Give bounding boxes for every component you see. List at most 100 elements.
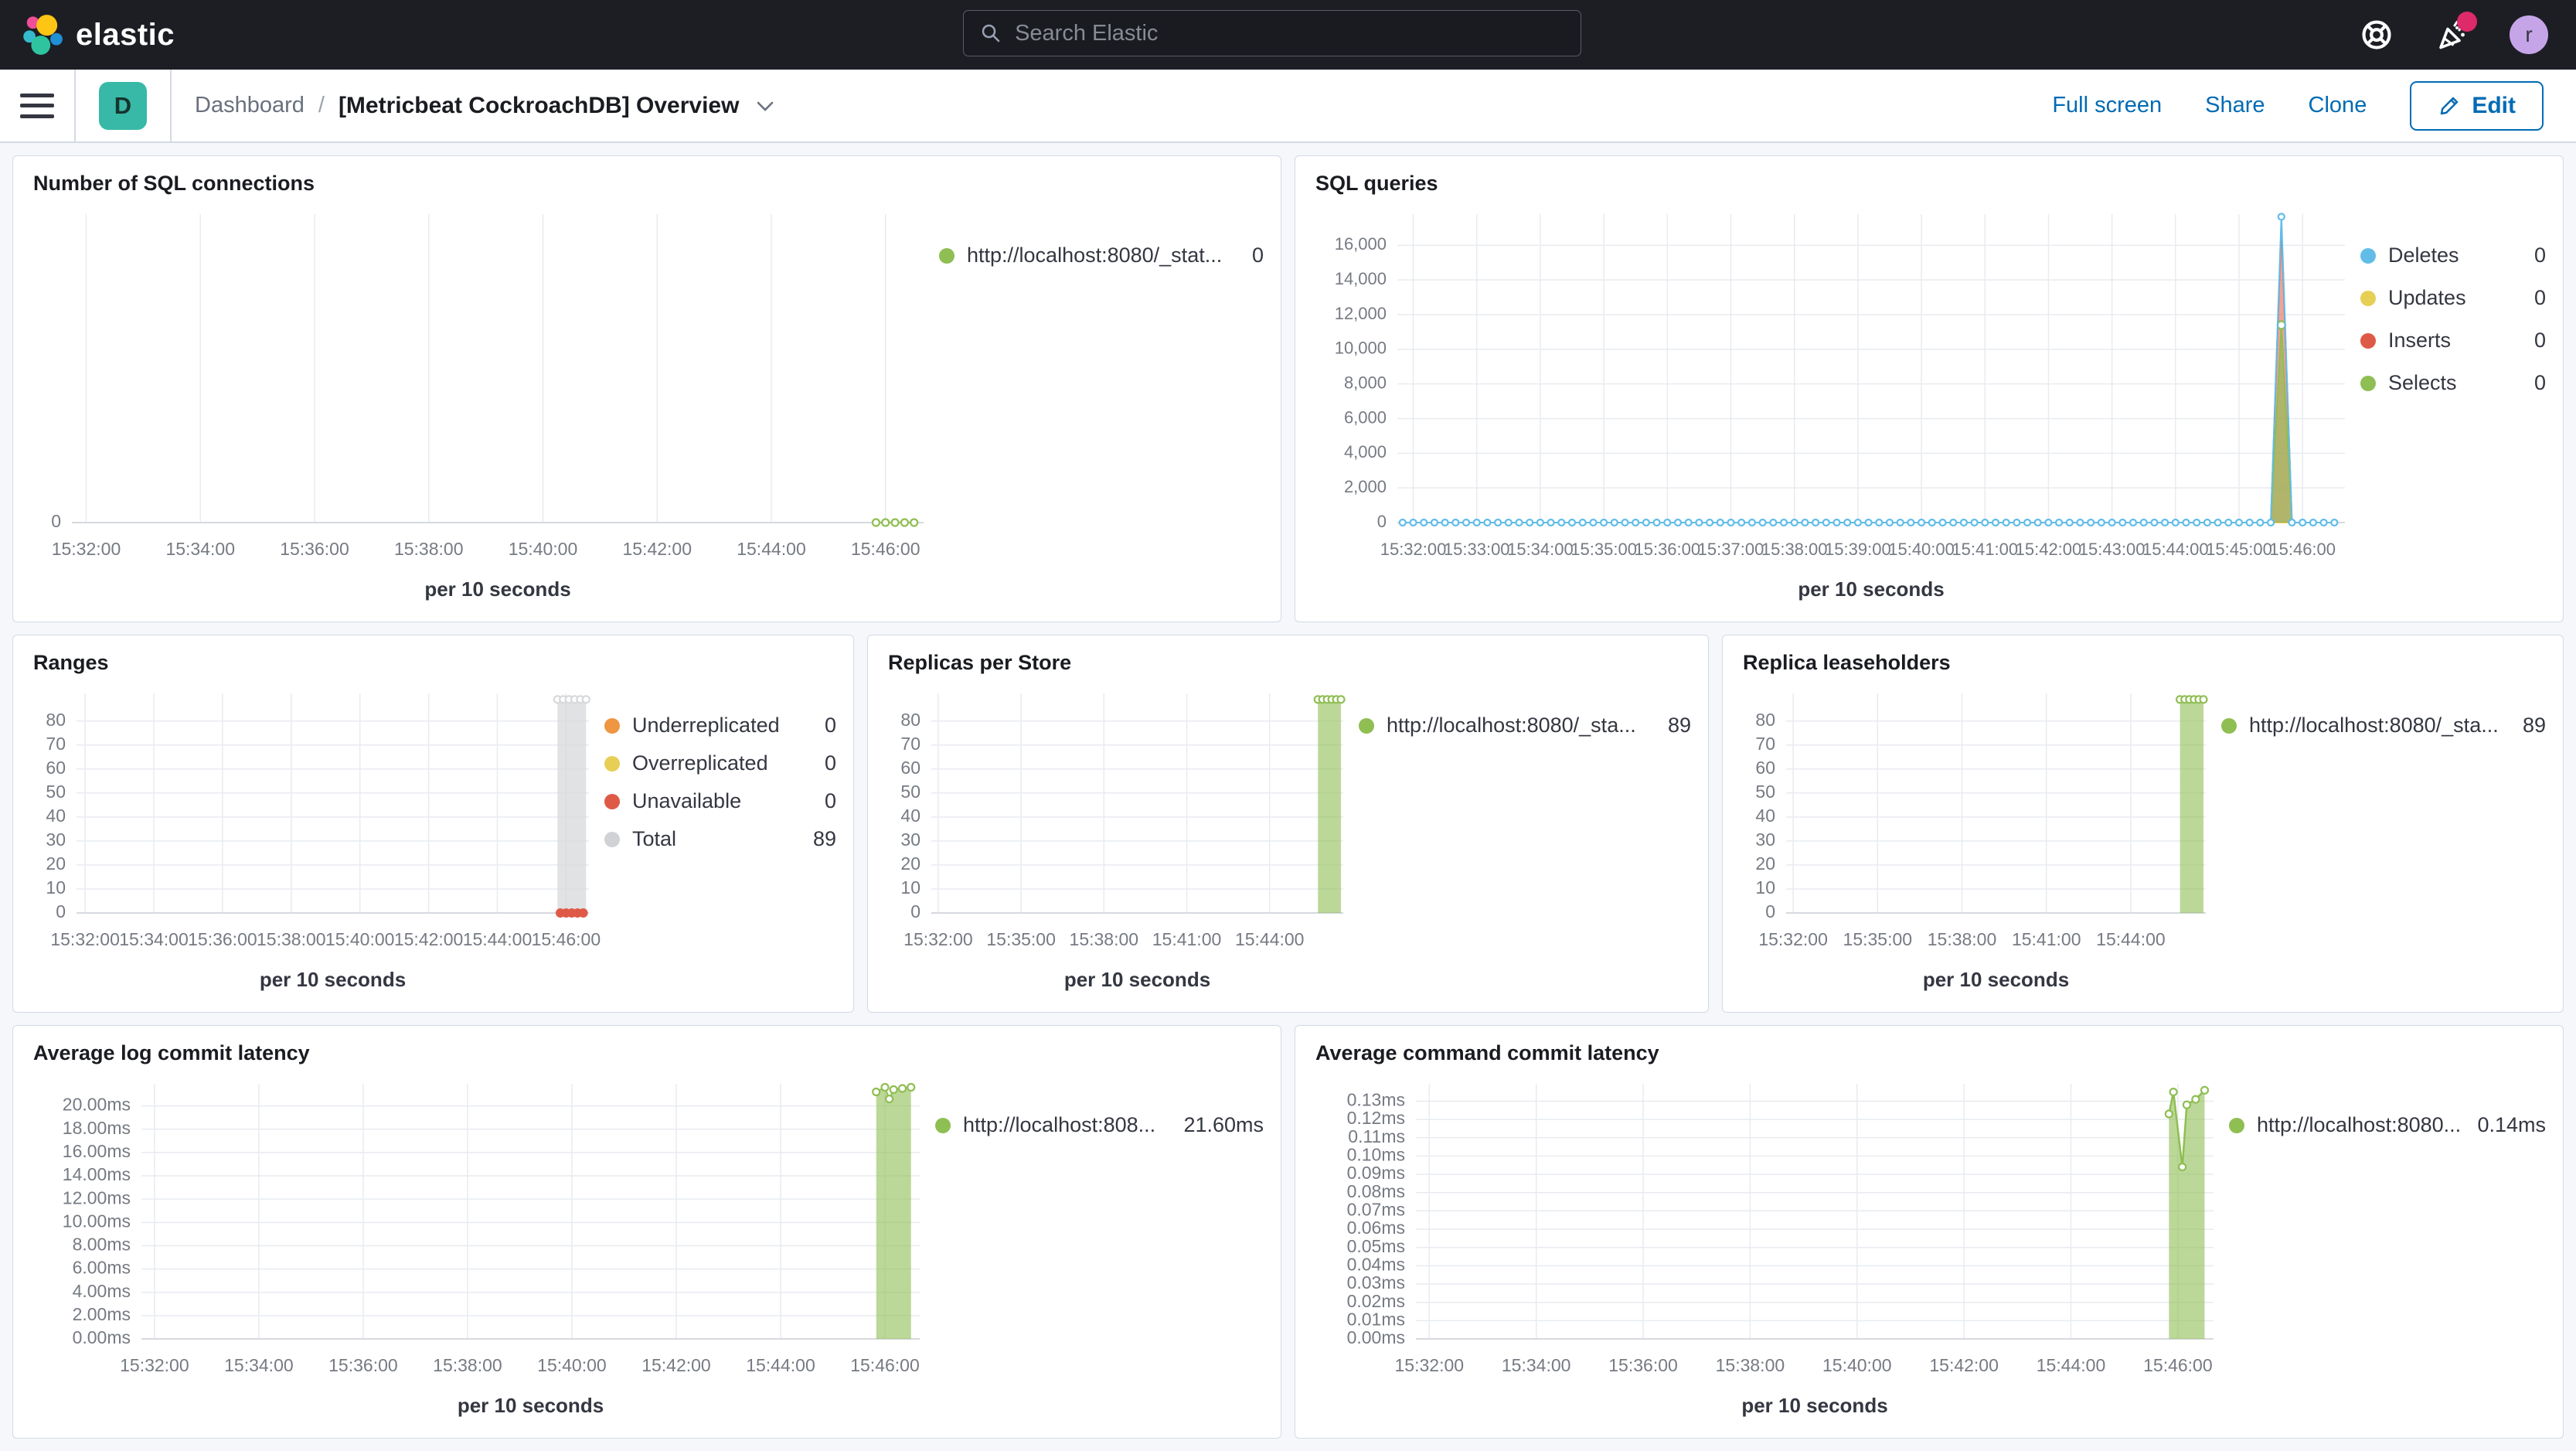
- legend-label: http://localhost:8080/_sta...: [2249, 714, 2499, 737]
- legend-item[interactable]: Inserts 0: [2360, 329, 2546, 353]
- legend-value: 89: [2522, 714, 2546, 737]
- news-button[interactable]: [2434, 12, 2477, 53]
- legend-item[interactable]: Total 89: [604, 827, 836, 851]
- breadcrumb-dashboard-link[interactable]: Dashboard: [195, 93, 305, 118]
- legend-dot: [604, 793, 620, 809]
- svg-text:10: 10: [900, 877, 920, 898]
- legend-item[interactable]: Selects 0: [2360, 371, 2546, 395]
- edit-button[interactable]: Edit: [2410, 80, 2544, 131]
- help-button[interactable]: [2358, 16, 2395, 53]
- svg-text:15:42:00: 15:42:00: [394, 929, 464, 949]
- svg-text:6,000: 6,000: [1344, 407, 1387, 427]
- chart-replica-leaseholders[interactable]: 0 10 20 30 40 50 60 70 80 15:32:00 15:35:00 15:38:0…: [1734, 678, 2221, 1004]
- legend-item[interactable]: http://localhost:8080/_sta... 89: [2221, 714, 2546, 737]
- svg-text:30: 30: [1755, 829, 1775, 850]
- svg-text:15:38:00: 15:38:00: [1761, 540, 1828, 559]
- svg-text:8,000: 8,000: [1344, 373, 1387, 392]
- notification-dot: [2457, 12, 2477, 32]
- party-popper-icon: [2439, 21, 2469, 49]
- legend-dot: [604, 755, 620, 771]
- full-screen-button[interactable]: Full screen: [2052, 93, 2163, 118]
- legend-dot: [2221, 717, 2237, 734]
- legend-item[interactable]: Updates 0: [2360, 286, 2546, 310]
- svg-text:0: 0: [910, 901, 920, 921]
- svg-text:15:44:00: 15:44:00: [2037, 1355, 2106, 1375]
- panel-title: Average command commit latency: [1315, 1041, 1659, 1064]
- dashboard-grid: Number of SQL connections 0 15:32:00 15:34…: [0, 143, 2576, 1451]
- svg-text:15:46:00: 15:46:00: [851, 539, 920, 559]
- legend-label: http://localhost:8080/_stat...: [967, 244, 1223, 267]
- chart-avg-log-commit-latency[interactable]: 0.00ms 2.00ms 4.00ms 6.00ms 8.00ms 10.00ms 12.…: [24, 1068, 935, 1430]
- svg-text:18.00ms: 18.00ms: [63, 1118, 131, 1138]
- elastic-logo[interactable]: elastic: [22, 14, 175, 56]
- search-icon: [982, 24, 1000, 43]
- svg-text:0.10ms: 0.10ms: [1347, 1145, 1405, 1165]
- legend-item[interactable]: Underreplicated 0: [604, 714, 836, 737]
- legend-label: Deletes: [2388, 244, 2459, 267]
- svg-text:15:40:00: 15:40:00: [509, 539, 578, 559]
- global-search[interactable]: [963, 10, 1581, 56]
- svg-text:4,000: 4,000: [1344, 442, 1387, 462]
- panel-title: Average log commit latency: [33, 1041, 310, 1064]
- legend-dot: [1359, 717, 1374, 734]
- user-avatar[interactable]: r: [2510, 15, 2548, 54]
- menu-button[interactable]: [20, 93, 54, 118]
- chart-sql-connections[interactable]: 0 15:32:00 15:34:00 15:36:00 15:38:00 15:40:0…: [24, 199, 939, 614]
- breadcrumb-bar: D Dashboard / [Metricbeat CockroachDB] O…: [0, 69, 2576, 143]
- svg-text:12,000: 12,000: [1335, 304, 1387, 323]
- svg-text:16,000: 16,000: [1335, 234, 1387, 254]
- dashboard-app-badge[interactable]: D: [99, 81, 147, 130]
- svg-text:80: 80: [46, 710, 66, 730]
- clone-button[interactable]: Clone: [2308, 93, 2367, 118]
- legend-item[interactable]: Unavailable 0: [604, 789, 836, 813]
- svg-text:0.02ms: 0.02ms: [1347, 1291, 1405, 1311]
- legend-label: Underreplicated: [632, 714, 780, 737]
- svg-text:15:38:00: 15:38:00: [1928, 929, 1997, 949]
- legend-item[interactable]: http://localhost:808... 21.60ms: [935, 1113, 1264, 1137]
- svg-text:0.06ms: 0.06ms: [1347, 1218, 1405, 1238]
- legend-item[interactable]: Overreplicated 0: [604, 751, 836, 775]
- panel-avg-log-commit-latency: Average log commit latency 0.00ms 2.00ms 4…: [12, 1025, 1281, 1439]
- legend-dot: [935, 1117, 951, 1133]
- title-menu-button[interactable]: [756, 100, 774, 112]
- svg-text:15:42:00: 15:42:00: [2016, 540, 2082, 559]
- legend-label: Total: [632, 827, 677, 850]
- chart-ranges[interactable]: 0 10 20 30 40 50 60 70 80 15:32:00 15:34:00 15:36:0…: [24, 678, 604, 1004]
- svg-text:30: 30: [900, 829, 920, 850]
- chart-replicas-per-store[interactable]: 0 10 20 30 40 50 60 70 80 15:32:00 15:35:00 15:38:0…: [879, 678, 1359, 1004]
- legend-label: http://localhost:8080/_sta...: [1387, 714, 1636, 737]
- legend-item[interactable]: http://localhost:8080/_sta... 89: [1359, 714, 1691, 737]
- legend-value: 0: [824, 714, 836, 737]
- share-button[interactable]: Share: [2205, 93, 2265, 118]
- svg-text:15:36:00: 15:36:00: [188, 929, 257, 949]
- search-input[interactable]: [1015, 20, 1565, 46]
- svg-text:50: 50: [1755, 782, 1775, 802]
- svg-text:15:34:00: 15:34:00: [165, 539, 235, 559]
- legend-item[interactable]: http://localhost:8080... 0.14ms: [2229, 1113, 2546, 1137]
- legend-value: 0: [2533, 329, 2546, 352]
- svg-text:70: 70: [900, 734, 920, 754]
- chart-sql-queries[interactable]: 0 2,000 4,000 6,000 8,000 10,000 12,000 14,000 1…: [1306, 199, 2360, 614]
- svg-text:15:38:00: 15:38:00: [394, 539, 464, 559]
- svg-text:70: 70: [46, 734, 66, 754]
- svg-text:15:36:00: 15:36:00: [280, 539, 349, 559]
- svg-text:15:36:00: 15:36:00: [1608, 1355, 1678, 1375]
- panel-title: Replicas per Store: [888, 651, 1072, 674]
- svg-text:0.03ms: 0.03ms: [1347, 1272, 1405, 1293]
- svg-text:0.12ms: 0.12ms: [1347, 1108, 1405, 1128]
- svg-text:80: 80: [1755, 710, 1775, 730]
- chart-avg-command-commit-latency[interactable]: 0.00ms 0.01ms 0.02ms 0.03ms 0.04ms 0.05ms 0.06…: [1306, 1068, 2229, 1430]
- svg-text:15:37:00: 15:37:00: [1698, 540, 1764, 559]
- svg-text:15:34:00: 15:34:00: [224, 1355, 294, 1375]
- pencil-icon: [2441, 97, 2459, 114]
- svg-text:15:35:00: 15:35:00: [986, 929, 1056, 949]
- legend-dot: [2360, 375, 2376, 391]
- chevron-down-icon: [757, 101, 774, 111]
- legend-item[interactable]: http://localhost:8080/_stat... 0: [939, 244, 1264, 267]
- svg-text:14,000: 14,000: [1335, 269, 1387, 288]
- legend-item[interactable]: Deletes 0: [2360, 244, 2546, 267]
- legend-dot: [2360, 247, 2376, 264]
- legend-label: http://localhost:808...: [963, 1113, 1156, 1136]
- svg-text:per 10 seconds: per 10 seconds: [458, 1394, 604, 1417]
- svg-text:20: 20: [1755, 853, 1775, 874]
